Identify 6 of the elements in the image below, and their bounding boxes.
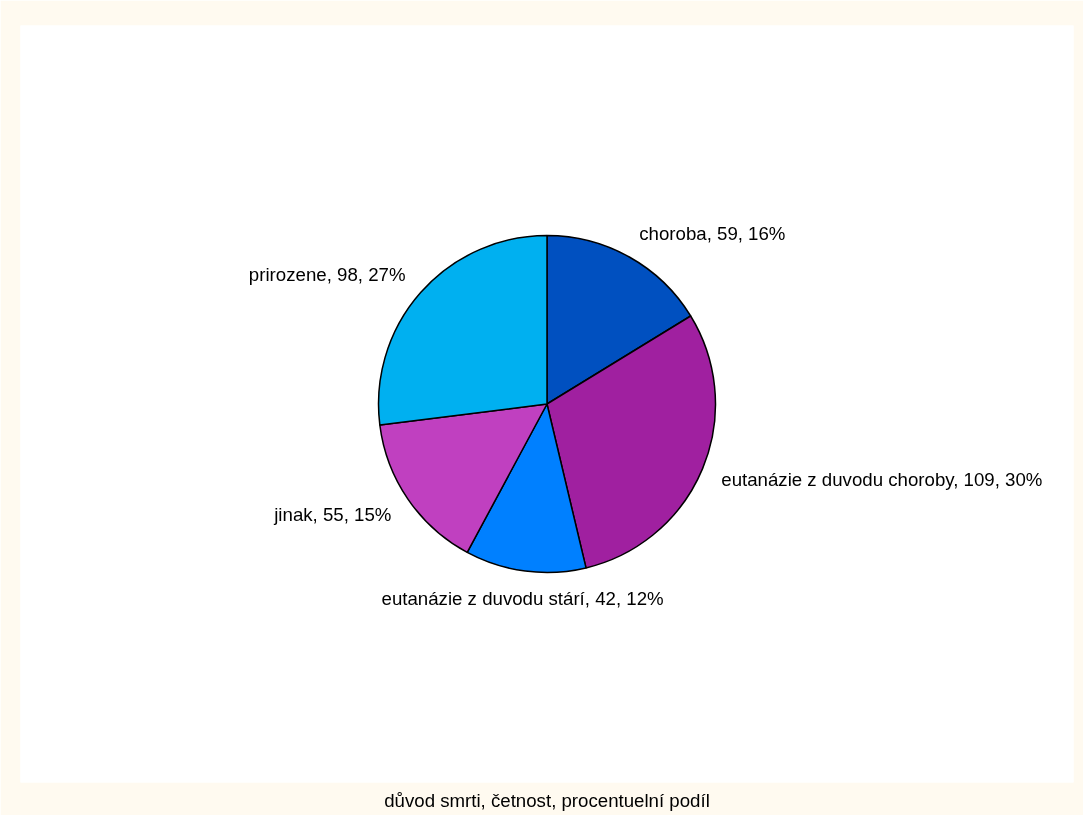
slice-label: choroba, 59, 16%: [639, 222, 786, 244]
slice-label: eutanázie z duvodu stárí, 42, 12%: [381, 587, 664, 609]
slice-label: eutanázie z duvodu choroby, 109, 30%: [721, 468, 1043, 490]
slice-label: jinak, 55, 15%: [273, 504, 392, 526]
slice-label: prirozene, 98, 27%: [248, 264, 406, 286]
text: důvod smrti, četnost, procentuelní podíl: [384, 789, 710, 811]
